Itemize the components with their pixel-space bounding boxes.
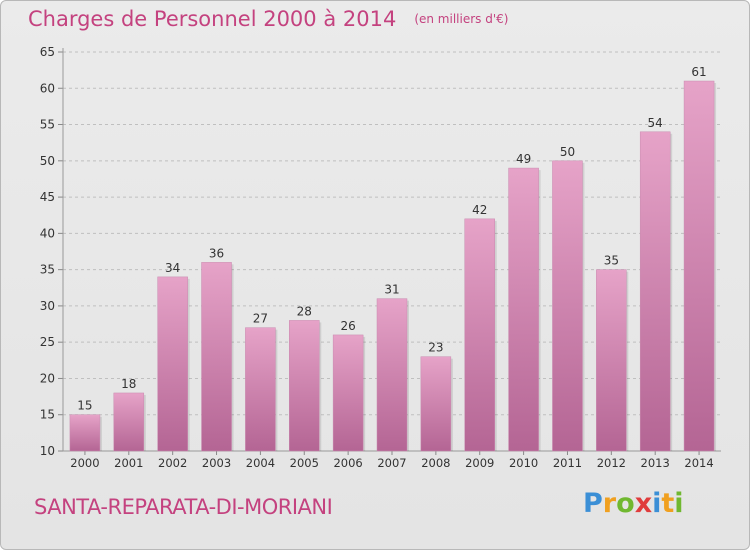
data-label-2010: 49 [516,152,531,166]
location-name: SANTA-REPARATA-DI-MORIANI [34,495,333,519]
bar-2000 [69,414,101,452]
data-label-2008: 23 [428,341,443,355]
data-label-2009: 42 [472,203,487,217]
x-tick-label-2003: 2003 [202,456,231,470]
chart-unit-note: (en milliers d'€) [414,12,509,26]
y-tick-label-10: 10 [40,444,55,458]
x-tick-label-2000: 2000 [70,456,99,470]
y-tick-label-40: 40 [40,226,55,240]
y-tick-label-50: 50 [40,154,55,168]
data-label-2007: 31 [384,283,399,297]
x-tick-labels: 2000 2001 2002 2003 2004 2005 2006 2007 2008 2009… [70,456,713,470]
y-tick-label-30: 30 [40,299,55,313]
x-tick-label-2011: 2011 [553,456,582,470]
y-tick-label-60: 60 [40,81,55,95]
bar-2013 [639,131,671,452]
x-tick-label-2007: 2007 [377,456,406,470]
y-tick-label-15: 15 [40,408,55,422]
bar-2010 [508,167,539,452]
y-tick-label-55: 55 [40,118,55,132]
x-tick-label-2006: 2006 [333,456,362,470]
x-tick-label-2005: 2005 [290,456,319,470]
x-tick-label-2009: 2009 [465,456,494,470]
data-label-2011: 50 [560,145,575,159]
bar-2004 [245,327,276,452]
data-labels: 15 18 34 36 27 28 26 31 23 42 49 50 35 54 61 [77,65,706,413]
data-label-2012: 35 [604,254,619,268]
proxiti-logo: Proxiti [583,488,684,519]
data-label-2013: 54 [648,116,663,130]
data-label-2005: 28 [297,304,312,318]
bar-2001 [113,392,145,452]
bar-2011 [552,160,583,452]
bar-2008 [420,356,452,452]
proxiti-logo-letter-4: i [652,488,662,519]
x-tick-label-2001: 2001 [114,456,143,470]
y-tick-label-20: 20 [40,371,55,385]
data-label-2014: 61 [691,65,706,79]
proxiti-logo-letter-3: x [634,488,653,519]
x-tick-label-2014: 2014 [684,456,713,470]
data-label-2000: 15 [77,399,92,413]
y-tick-label-25: 25 [40,335,55,349]
x-tick-label-2002: 2002 [158,456,187,470]
data-label-2002: 34 [165,261,180,275]
chart-title: Charges de Personnel 2000 à 2014 (en mill… [28,7,508,31]
y-tick-label-45: 45 [40,190,55,204]
bar-2003 [201,262,232,452]
data-label-2003: 36 [209,246,224,260]
y-tick-label-35: 35 [40,263,55,277]
x-tick-label-2010: 2010 [509,456,538,470]
proxiti-logo-letter-1: r [602,488,617,519]
data-label-2006: 26 [340,319,355,333]
x-tick-label-2013: 2013 [641,456,670,470]
x-tick-label-2012: 2012 [597,456,626,470]
bar-2005 [289,320,320,452]
bars [69,80,717,452]
proxiti-logo-letter-0: P [583,488,603,519]
bar-2007 [376,298,408,452]
proxiti-logo-letter-2: o [616,488,635,519]
bar-2009 [464,218,495,452]
y-tick-labels: 10 15 20 25 30 35 40 45 50 55 60 65 [40,45,55,458]
y-tick-label-65: 65 [40,45,55,59]
bar-2002 [157,276,188,452]
bar-2012 [596,269,627,452]
data-label-2001: 18 [121,377,136,391]
chart-title-text: Charges de Personnel 2000 à 2014 [28,7,397,31]
x-tick-label-2004: 2004 [246,456,275,470]
data-label-2004: 27 [253,312,268,326]
bar-2006 [332,334,364,452]
bar-2014 [683,80,715,452]
x-tick-label-2008: 2008 [421,456,450,470]
proxiti-logo-letter-6: i [674,488,684,519]
proxiti-logo-letter-5: t [661,488,675,519]
